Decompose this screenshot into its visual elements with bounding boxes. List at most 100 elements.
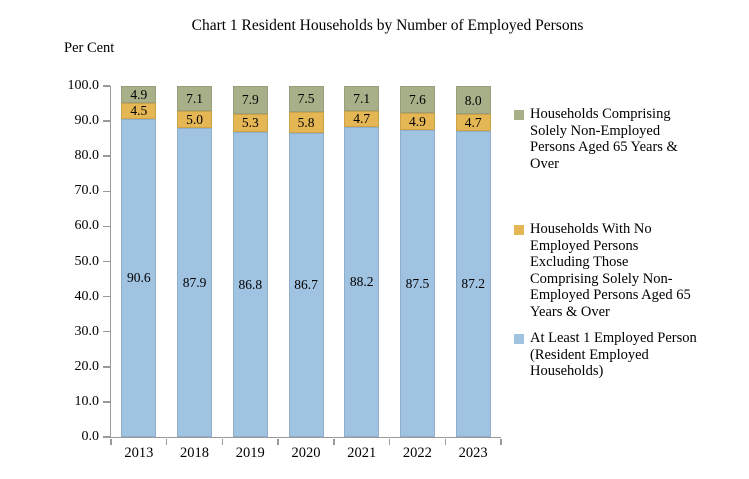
bar-segment: 7.5 — [288, 86, 324, 113]
bar-segment: 87.5 — [399, 129, 435, 437]
bar-2022: 7.6 4.9 87.5 — [399, 86, 435, 437]
chart-title: Chart 1 Resident Households by Number of… — [191, 17, 584, 34]
data-label: 4.9 — [408, 113, 426, 129]
bar-segment: 90.6 — [121, 119, 157, 437]
bar-segment: 7.9 — [232, 86, 268, 114]
y-axis-tick-label: 10.0 — [74, 393, 100, 409]
data-label: 7.9 — [241, 92, 259, 108]
x-axis-tick — [221, 438, 224, 445]
data-label: 86.7 — [294, 277, 318, 293]
x-axis-tick — [500, 438, 502, 445]
data-label: 8.0 — [464, 92, 482, 108]
y-axis-tick — [103, 260, 110, 263]
bar-segment: 88.2 — [344, 127, 380, 437]
bar-2023: 8.0 4.7 87.2 — [455, 86, 491, 437]
bar-2021: 7.1 4.7 88.2 — [344, 86, 380, 437]
data-label: 5.8 — [297, 114, 315, 130]
bar-2018: 7.1 5.0 87.9 — [177, 86, 213, 437]
y-axis-tick — [103, 225, 110, 228]
x-axis-tick — [444, 438, 447, 445]
legend-color-swatch-icon — [514, 224, 524, 235]
data-label: 4.7 — [464, 114, 482, 130]
x-axis-tick — [277, 438, 279, 445]
data-label: 86.8 — [238, 276, 263, 292]
bar-segment: 4.5 — [121, 103, 157, 119]
y-axis-tick-label: 50.0 — [74, 253, 100, 269]
data-label: 7.6 — [408, 91, 426, 107]
data-label: 87.9 — [182, 274, 207, 290]
data-label: 90.6 — [127, 270, 151, 286]
bar-segment: 4.9 — [121, 86, 157, 104]
y-axis-tick-label: 70.0 — [74, 183, 100, 199]
bar-segment: 4.7 — [455, 114, 491, 131]
data-label: 4.9 — [130, 86, 148, 102]
data-label: 88.2 — [349, 274, 374, 290]
bar-segment: 8.0 — [455, 86, 491, 115]
plot-area: 100.0 90.0 80.0 70.0 60.0 50.0 40.0 30.0 20.0 10.… — [68, 78, 502, 461]
y-axis-tick-label: 90.0 — [74, 113, 100, 129]
x-axis-tick — [165, 438, 168, 445]
x-axis-tick — [388, 438, 391, 445]
y-axis-tick-label: 80.0 — [74, 148, 100, 164]
data-label: 7.1 — [186, 90, 203, 106]
y-axis-tick — [103, 85, 110, 87]
legend-color-swatch-icon — [514, 333, 524, 344]
bar-segment: 7.1 — [177, 86, 213, 111]
legend-item-label: At Least 1 Employed Person (Resident Emp… — [530, 330, 697, 380]
y-axis-tick-label: 30.0 — [74, 323, 100, 339]
y-axis-title: Per Cent — [64, 40, 115, 56]
x-axis-label: 2018 — [180, 445, 210, 461]
bar-segment: 4.7 — [344, 110, 380, 128]
y-axis-tick — [103, 190, 110, 193]
y-axis-tick — [103, 120, 110, 122]
x-axis-label: 2013 — [124, 445, 154, 461]
data-label: 87.5 — [405, 275, 430, 291]
bar-segment: 87.9 — [177, 128, 213, 437]
bar-segment: 87.2 — [455, 130, 491, 437]
y-axis-tick — [103, 436, 110, 438]
y-axis-tick — [103, 366, 110, 368]
x-axis-label: 2019 — [235, 445, 265, 461]
x-axis-label: 2023 — [458, 445, 488, 461]
bar-2019: 7.9 5.3 86.8 — [232, 86, 268, 437]
y-axis-tick — [103, 155, 110, 157]
y-axis-tick-label: 40.0 — [74, 288, 100, 304]
y-axis-tick — [103, 295, 110, 298]
bar-segment: 5.0 — [177, 110, 213, 129]
bar-segment: 5.3 — [232, 113, 268, 133]
data-label: 4.7 — [353, 111, 371, 127]
y-axis-tick-label: 0.0 — [81, 429, 100, 444]
legend-item: Households Comprising Solely Non-Employe… — [514, 106, 712, 172]
data-label: 7.1 — [353, 90, 371, 106]
legend-item: Households With No Employed Persons Excl… — [514, 221, 712, 321]
x-axis-tick — [333, 438, 335, 445]
legend-item-label: Households Comprising Solely Non-Employe… — [530, 106, 678, 172]
bar-segment: 7.6 — [399, 86, 435, 113]
y-axis-tick — [103, 401, 110, 403]
legend: Households Comprising Solely Non-Employe… — [514, 0, 748, 479]
x-axis-tick — [110, 438, 112, 445]
bar-segment: 4.9 — [399, 112, 435, 130]
data-label: 4.5 — [130, 103, 148, 119]
x-axis-label: 2022 — [402, 445, 432, 461]
bar-2020: 7.5 5.8 86.7 — [288, 86, 324, 437]
legend-item-label: Households With No Employed Persons Excl… — [530, 221, 691, 320]
bar-segment: 7.1 — [344, 86, 380, 111]
bar-segment: 5.8 — [288, 112, 324, 133]
bar-segment: 86.7 — [288, 132, 324, 437]
legend-color-swatch-icon — [514, 109, 524, 120]
y-axis-tick-label: 100.0 — [67, 78, 100, 93]
data-label: 7.5 — [297, 91, 315, 107]
y-axis-tick-label: 60.0 — [74, 218, 100, 234]
bar-segment: 86.8 — [232, 132, 268, 437]
bar-2013: 4.9 4.5 90.6 — [121, 86, 157, 437]
data-label: 5.3 — [241, 115, 259, 131]
x-axis-label: 2021 — [347, 445, 377, 461]
data-label: 5.0 — [186, 111, 203, 127]
legend-item: At Least 1 Employed Person (Resident Emp… — [514, 330, 712, 380]
x-axis-label: 2020 — [291, 445, 321, 461]
y-axis-tick — [103, 330, 110, 333]
data-label: 87.2 — [461, 276, 485, 292]
y-axis-tick-label: 20.0 — [74, 358, 100, 374]
